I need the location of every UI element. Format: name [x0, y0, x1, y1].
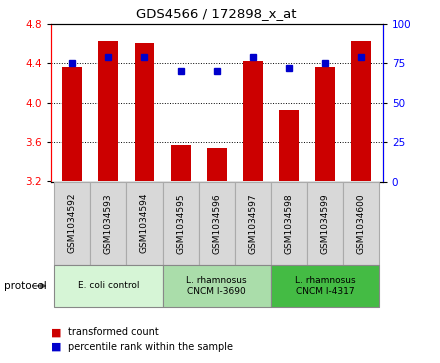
Bar: [135, 43, 154, 182]
Text: GSM1034595: GSM1034595: [176, 193, 185, 254]
Bar: [235, 182, 271, 265]
Text: GSM1034600: GSM1034600: [357, 193, 366, 254]
Text: L. rhamnosus
CNCM I-3690: L. rhamnosus CNCM I-3690: [187, 276, 247, 296]
Bar: [162, 182, 198, 265]
Bar: [90, 182, 126, 265]
Text: percentile rank within the sample: percentile rank within the sample: [68, 342, 233, 352]
Bar: [99, 41, 118, 182]
Text: GSM1034596: GSM1034596: [212, 193, 221, 254]
Text: protocol: protocol: [4, 281, 47, 291]
Bar: [271, 182, 307, 265]
Text: GSM1034598: GSM1034598: [284, 193, 293, 254]
Bar: [207, 148, 227, 182]
Bar: [243, 61, 263, 182]
Bar: [279, 110, 299, 182]
Text: E. coli control: E. coli control: [77, 281, 139, 290]
Text: GSM1034597: GSM1034597: [248, 193, 257, 254]
Text: L. rhamnosus
CNCM I-4317: L. rhamnosus CNCM I-4317: [295, 276, 356, 296]
Text: transformed count: transformed count: [68, 327, 159, 337]
Text: GSM1034599: GSM1034599: [320, 193, 330, 254]
Bar: [271, 265, 379, 307]
Bar: [315, 67, 335, 182]
Bar: [162, 265, 271, 307]
Bar: [54, 265, 162, 307]
Bar: [126, 182, 162, 265]
Bar: [54, 182, 90, 265]
Bar: [307, 182, 343, 265]
Text: GSM1034593: GSM1034593: [104, 193, 113, 254]
Bar: [171, 145, 191, 182]
Text: GSM1034594: GSM1034594: [140, 193, 149, 253]
Bar: [62, 67, 82, 182]
Text: ■: ■: [51, 327, 61, 337]
Text: GSM1034592: GSM1034592: [68, 193, 77, 253]
Bar: [351, 41, 371, 182]
Title: GDS4566 / 172898_x_at: GDS4566 / 172898_x_at: [136, 7, 297, 20]
Text: ■: ■: [51, 342, 61, 352]
Bar: [198, 182, 235, 265]
Bar: [343, 182, 379, 265]
